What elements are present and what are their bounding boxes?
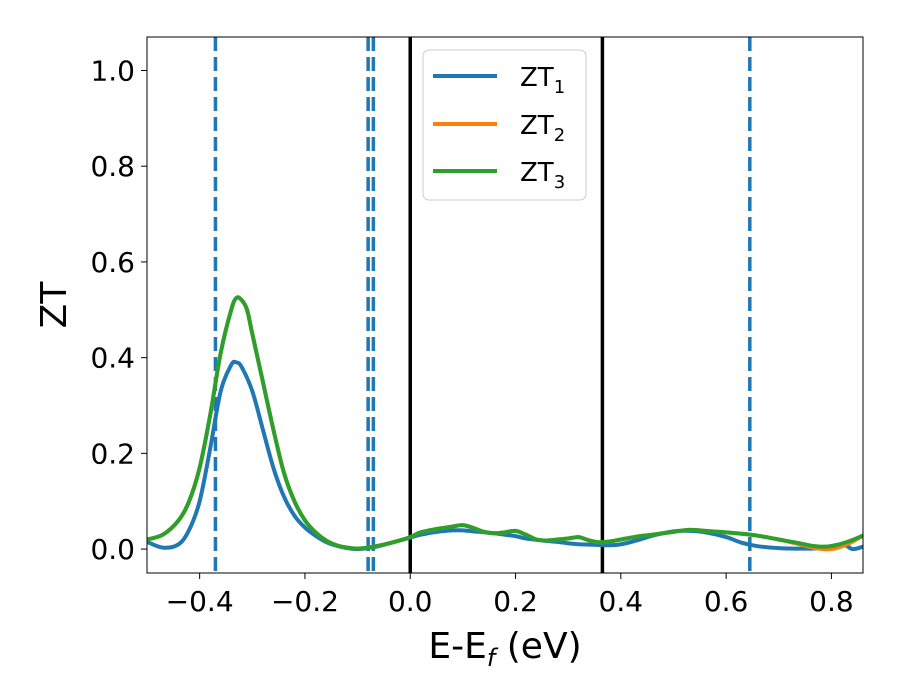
x-tick-label: −0.2 xyxy=(271,585,339,618)
x-tick-label: 0.0 xyxy=(388,585,433,618)
y-tick-label: 0.6 xyxy=(90,246,135,279)
x-axis-ticks: −0.4 −0.2 0.0 0.2 0.4 0.6 0.8 xyxy=(166,573,854,618)
vertical-reference-lines xyxy=(213,37,752,573)
y-axis-label: ZT xyxy=(34,281,75,329)
series-lines xyxy=(147,295,863,552)
y-axis-ticks: 0.0 0.2 0.4 0.6 0.8 1.0 xyxy=(90,55,147,566)
legend: ZT1 ZT2 ZT3 xyxy=(422,49,587,201)
series-line-zt1 xyxy=(147,359,863,552)
y-tick-label: 0.4 xyxy=(90,342,135,375)
x-tick-label: 0.4 xyxy=(599,585,644,618)
y-tick-label: 0.2 xyxy=(90,437,135,470)
x-tick-label: 0.8 xyxy=(809,585,854,618)
legend-label-zt1: ZT1 xyxy=(520,63,565,98)
x-tick-label: 0.6 xyxy=(704,585,749,618)
plot-frame xyxy=(146,36,864,574)
legend-label-zt2: ZT2 xyxy=(520,111,565,146)
x-tick-label: −0.4 xyxy=(166,585,234,618)
series-line-zt3 xyxy=(147,295,863,551)
legend-label-zt3: ZT3 xyxy=(520,158,565,193)
legend-box xyxy=(422,49,587,201)
x-tick-label: 0.2 xyxy=(493,585,538,618)
x-axis-label: E-Ef (eV) xyxy=(428,626,581,672)
y-tick-label: 0.0 xyxy=(90,533,135,566)
y-tick-label: 1.0 xyxy=(90,55,135,88)
y-tick-label: 0.8 xyxy=(90,150,135,183)
